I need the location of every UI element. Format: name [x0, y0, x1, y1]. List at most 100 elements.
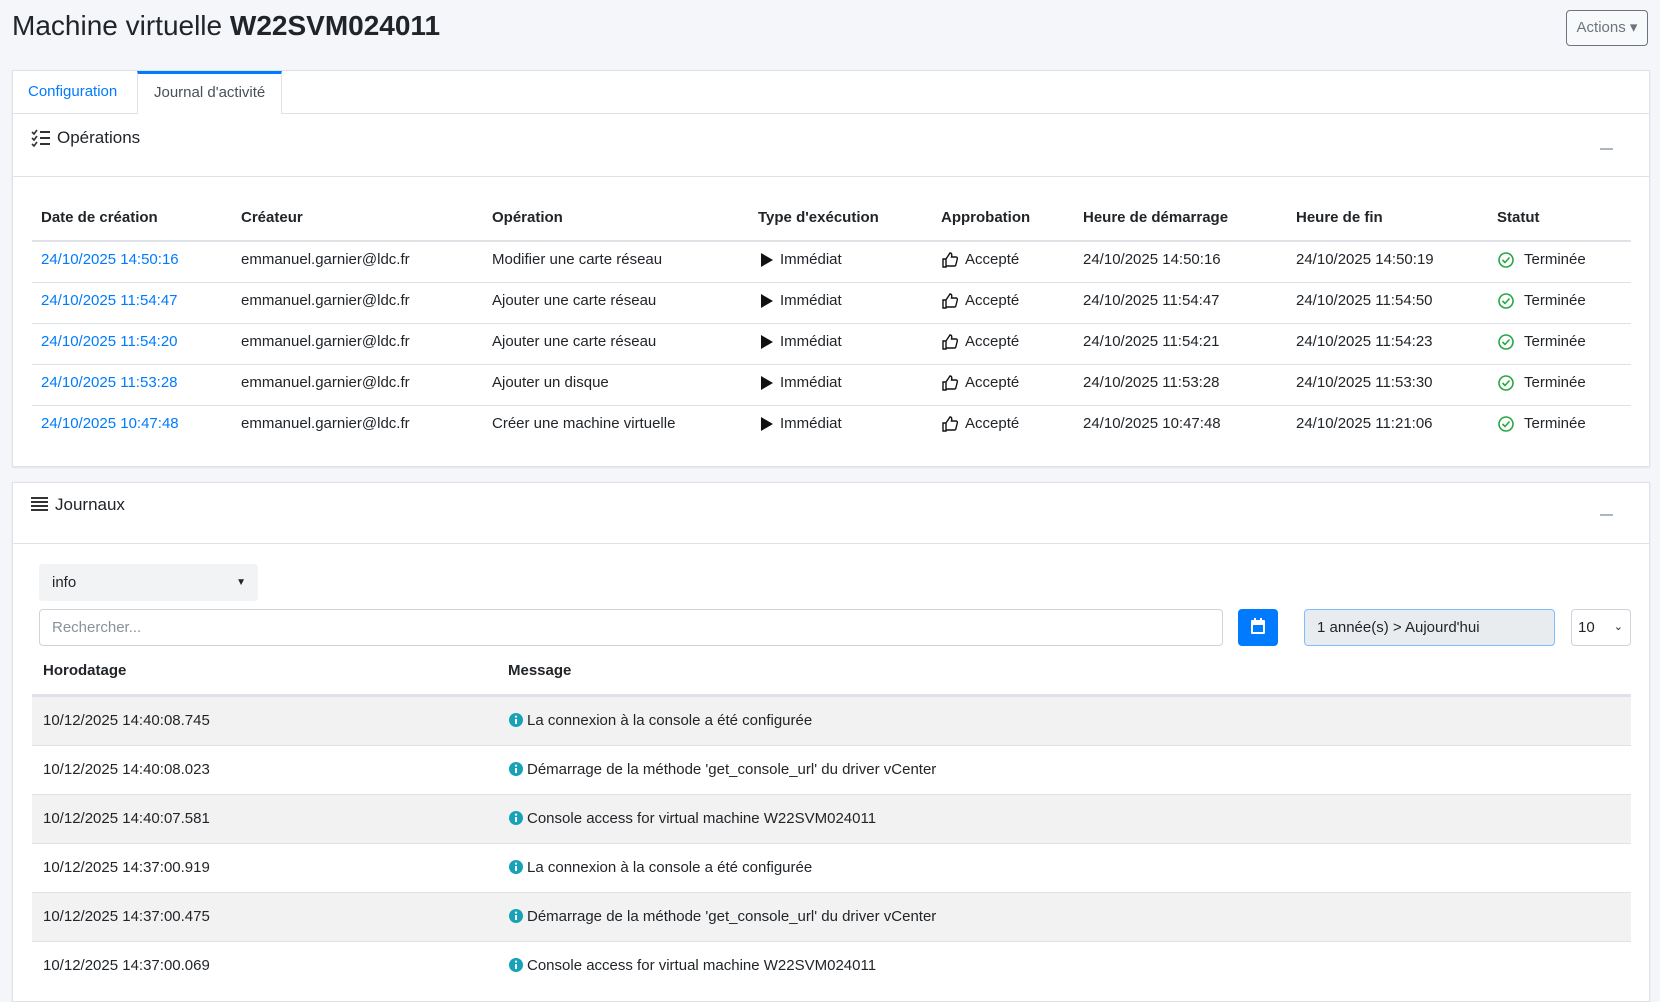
check-icon-svg: [1498, 252, 1514, 268]
table-cell: emmanuel.garnier@ldc.fr: [241, 333, 410, 350]
table-cell: 24/10/2025 14:50:16: [1083, 251, 1221, 268]
column-header: Statut: [1497, 209, 1540, 226]
table-cell: Ajouter une carte réseau: [492, 292, 657, 309]
actions-label: Actions: [1576, 19, 1626, 36]
row-border: [32, 405, 1631, 406]
operation-link[interactable]: 24/10/2025 11:54:20: [41, 333, 178, 350]
table-cell: Immédiat: [780, 251, 842, 268]
thumbs-up-icon: [941, 333, 959, 351]
play-icon: [758, 415, 776, 433]
play-icon-svg: [761, 335, 773, 349]
column-header: Opération: [492, 209, 563, 226]
table-cell: Immédiat: [780, 292, 842, 309]
table-cell: Terminée: [1524, 374, 1586, 391]
table-cell: 10/12/2025 14:37:00.069: [43, 957, 210, 974]
section-title: Opérations: [57, 128, 141, 147]
info-icon: [508, 810, 526, 828]
column-header: Heure de démarrage: [1083, 209, 1229, 226]
play-icon: [758, 333, 776, 351]
info-icon: [508, 957, 526, 975]
table-cell: 10/12/2025 14:40:08.745: [43, 712, 210, 729]
level-select[interactable]: info ▼: [39, 564, 258, 601]
table-cell: 10/12/2025 14:40:07.581: [43, 810, 210, 827]
info-icon-svg: [509, 860, 523, 874]
calendar-icon: [1251, 618, 1265, 634]
column-header: Horodatage: [43, 662, 127, 679]
log-row: [32, 843, 1631, 892]
search-input[interactable]: Rechercher...: [39, 609, 1223, 646]
level-value: info: [52, 574, 77, 591]
table-cell: Modifier une carte réseau: [492, 251, 663, 268]
operation-link[interactable]: 24/10/2025 11:53:28: [41, 374, 178, 391]
thumbs-up-icon-svg: [942, 334, 959, 350]
page-title: Machine virtuelle W22SVM024011: [12, 10, 440, 42]
list-icon: [31, 129, 50, 147]
row-border: [32, 364, 1631, 365]
column-header: Créateur: [241, 209, 303, 226]
tab-active[interactable]: Journal d'activité: [137, 71, 283, 114]
header-border: [32, 694, 1631, 696]
table-cell: 24/10/2025 11:54:47: [1083, 292, 1220, 309]
thumbs-up-icon: [941, 415, 959, 433]
table-cell: emmanuel.garnier@ldc.fr: [241, 374, 410, 391]
table-cell: Immédiat: [780, 415, 842, 432]
operation-link[interactable]: 24/10/2025 11:54:47: [41, 292, 178, 309]
info-icon: [508, 859, 526, 877]
thumbs-up-icon: [941, 374, 959, 392]
operation-link[interactable]: 24/10/2025 10:47:48: [41, 415, 179, 432]
table-cell: Créer une machine virtuelle: [492, 415, 676, 432]
log-row: [32, 696, 1631, 745]
calendar-button[interactable]: [1238, 609, 1278, 646]
section-divider: [12, 543, 1650, 544]
column-header: Type d'exécution: [758, 209, 879, 226]
operation-link[interactable]: 24/10/2025 14:50:16: [41, 251, 179, 268]
collapse-button[interactable]: [1600, 148, 1613, 150]
thumbs-up-icon: [941, 251, 959, 269]
check-icon: [1497, 292, 1515, 310]
thumbs-up-icon-svg: [942, 252, 959, 268]
date-range-input[interactable]: 1 année(s) > Aujourd'hui: [1304, 609, 1555, 646]
info-icon-svg: [509, 713, 523, 727]
thumbs-up-icon: [941, 292, 959, 310]
table-cell: Console access for virtual machine W22SV…: [527, 957, 877, 974]
table-cell: La connexion à la console a été configur…: [527, 859, 813, 876]
row-border: [32, 282, 1631, 283]
check-icon: [1497, 333, 1515, 351]
info-icon: [508, 908, 526, 926]
table-cell: 24/10/2025 11:54:21: [1083, 333, 1220, 350]
info-icon-svg: [509, 762, 523, 776]
table-cell: 10/12/2025 14:37:00.919: [43, 859, 210, 876]
play-icon: [758, 374, 776, 392]
title-prefix: Machine virtuelle: [12, 10, 223, 41]
check-icon: [1497, 251, 1515, 269]
log-row: [32, 745, 1631, 794]
table-cell: 24/10/2025 10:47:48: [1083, 415, 1221, 432]
table-cell: 24/10/2025 11:54:50: [1296, 292, 1433, 309]
table-cell: Accepté: [965, 333, 1020, 350]
table-cell: Accepté: [965, 415, 1020, 432]
actions-button[interactable]: Actions ▾: [1566, 10, 1648, 46]
column-header: Date de création: [41, 209, 158, 226]
title-name: W22SVM024011: [229, 10, 441, 41]
tab-border: [12, 113, 1650, 114]
page-size-select[interactable]: 10 ⌄: [1571, 609, 1631, 646]
info-icon-svg: [509, 811, 523, 825]
collapse-button[interactable]: [1600, 514, 1613, 516]
table-cell: emmanuel.garnier@ldc.fr: [241, 251, 410, 268]
check-icon: [1497, 374, 1515, 392]
tab[interactable]: Configuration: [28, 83, 118, 100]
list-icon: [31, 497, 48, 511]
thumbs-up-icon-svg: [942, 375, 959, 391]
table-cell: emmanuel.garnier@ldc.fr: [241, 292, 410, 309]
play-icon-svg: [761, 294, 773, 308]
play-icon-svg: [761, 417, 773, 431]
column-header: Approbation: [941, 209, 1031, 226]
row-border: [32, 323, 1631, 324]
table-cell: Terminée: [1524, 333, 1586, 350]
table-cell: Accepté: [965, 292, 1020, 309]
thumbs-up-icon-svg: [942, 416, 959, 432]
table-cell: Accepté: [965, 251, 1020, 268]
check-icon-svg: [1498, 416, 1514, 432]
column-header: Message: [508, 662, 572, 679]
